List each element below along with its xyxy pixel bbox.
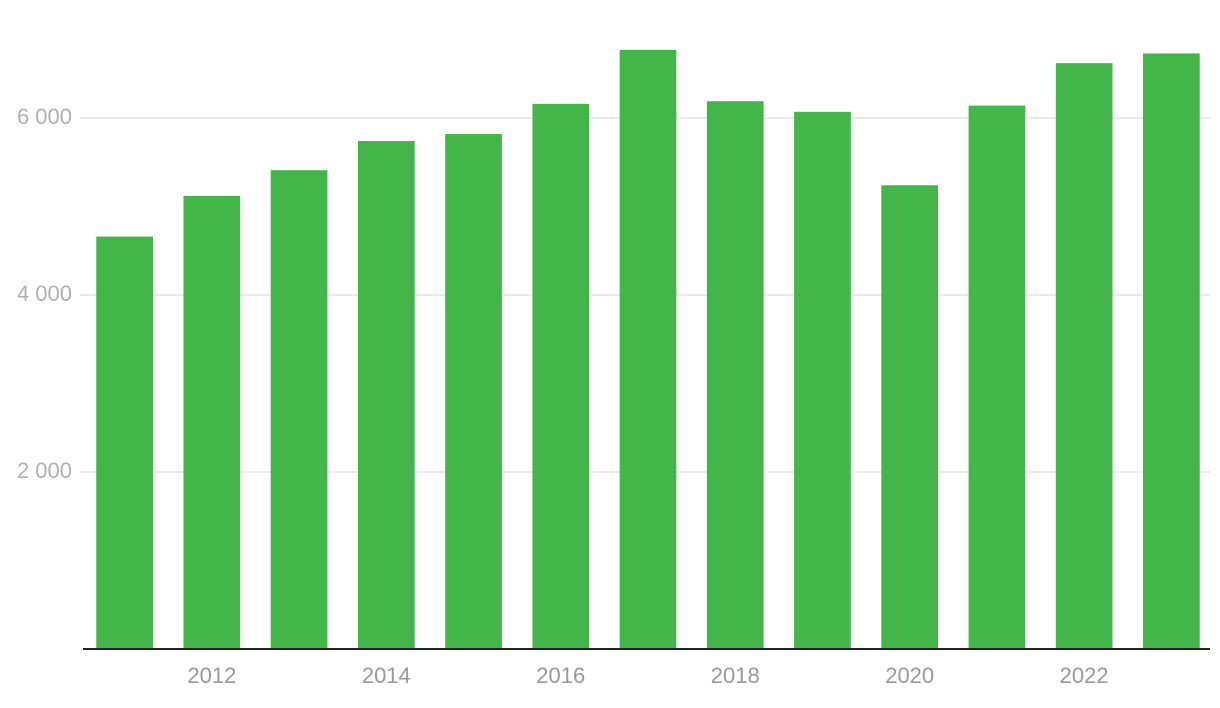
- bar: [96, 236, 153, 649]
- bar: [968, 105, 1026, 650]
- y-tick-label: 4 000: [17, 281, 72, 306]
- x-tick-label: 2022: [1060, 663, 1109, 688]
- x-tick-label: 2014: [362, 663, 411, 688]
- bar: [881, 185, 939, 649]
- bar: [357, 141, 415, 649]
- bar: [794, 111, 851, 650]
- x-tick-label: 2016: [536, 663, 585, 688]
- bar: [532, 103, 590, 650]
- bar: [1143, 53, 1200, 649]
- x-tick-label: 2012: [187, 663, 236, 688]
- y-tick-label: 2 000: [17, 458, 72, 483]
- bar: [270, 170, 328, 649]
- bar: [445, 133, 502, 649]
- y-tick-label: 6 000: [17, 104, 72, 129]
- bar: [706, 101, 764, 649]
- x-tick-label: 2018: [711, 663, 760, 688]
- bar: [1055, 63, 1113, 649]
- bar: [183, 195, 241, 649]
- x-tick-label: 2020: [885, 663, 934, 688]
- bar: [619, 49, 677, 650]
